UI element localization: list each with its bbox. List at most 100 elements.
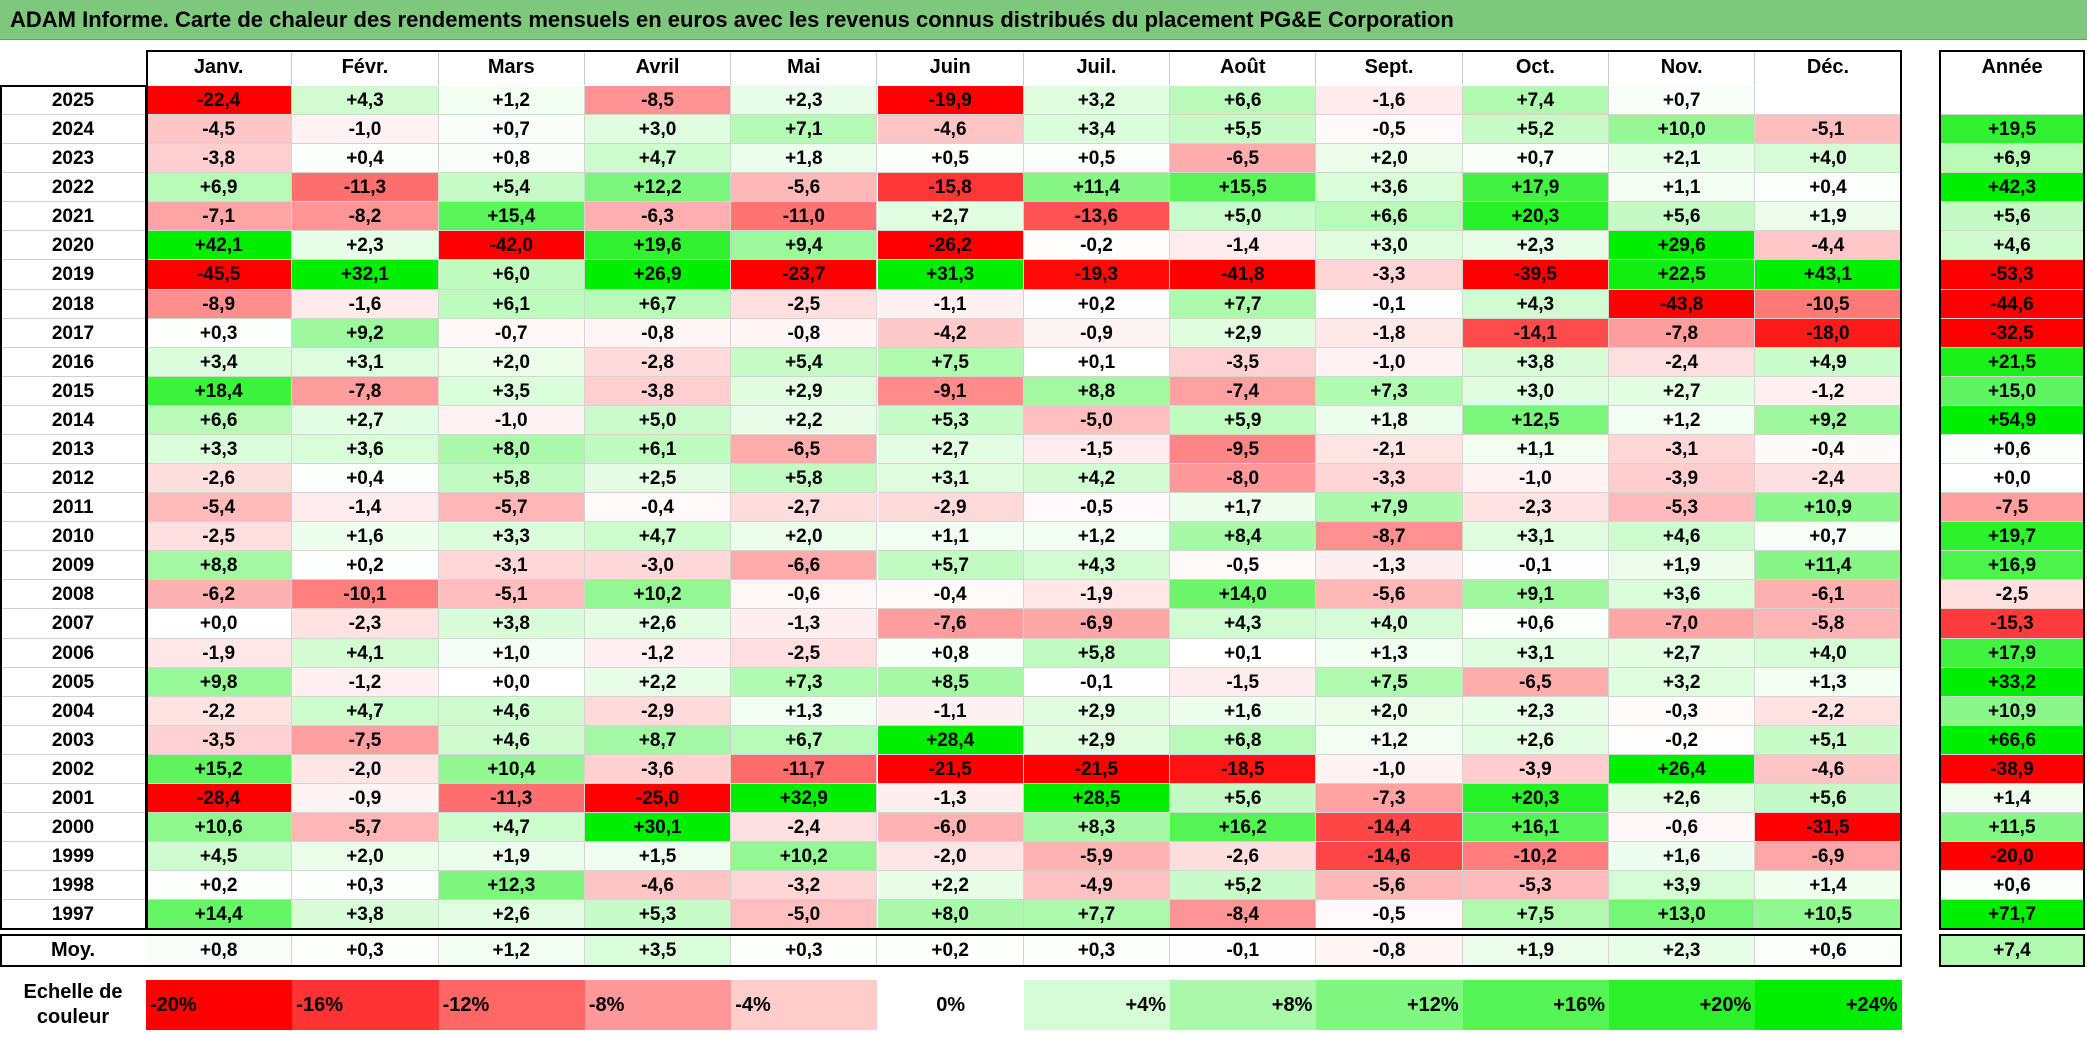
annual-cell: +0,6 [1939, 434, 2085, 465]
heatmap-cell: +5,7 [877, 551, 1024, 581]
heatmap-cell: -2,4 [731, 813, 878, 843]
column-header: Oct. [1463, 50, 1609, 85]
heatmap-cell: -4,4 [1755, 231, 1902, 261]
heatmap-cell: +1,5 [584, 842, 732, 872]
heatmap-cell: +4,7 [438, 813, 585, 843]
annual-cell: +16,9 [1939, 551, 2085, 581]
heatmap-cell: +2,2 [584, 667, 732, 697]
heatmap-cell: +5,4 [438, 173, 585, 203]
heatmap-cell: +10,5 [1755, 900, 1902, 930]
heatmap-cell: +5,0 [1170, 202, 1317, 232]
heatmap-cell: +2,2 [877, 871, 1024, 901]
heatmap-cell: -7,6 [877, 609, 1024, 639]
heatmap-cell: -1,2 [292, 667, 439, 697]
heatmap-cell: -0,4 [877, 580, 1024, 610]
heatmap-cell: -3,2 [731, 871, 878, 901]
heatmap-cell: +3,5 [438, 376, 585, 406]
heatmap-cell: -3,8 [584, 376, 732, 406]
heatmap-cell: -15,8 [877, 173, 1024, 203]
heatmap-cell: +8,8 [146, 551, 293, 581]
row-year-label: 2000 [0, 813, 146, 843]
heatmap-cell: +8,3 [1023, 813, 1171, 843]
heatmap-cell: -11,3 [438, 783, 585, 813]
heatmap-cell: +7,5 [1462, 900, 1609, 930]
heatmap-cell: +6,8 [1170, 725, 1317, 755]
heatmap-cell: +6,9 [146, 173, 293, 203]
heatmap-cell: +1,8 [1316, 405, 1463, 435]
heatmap-cell: +30,1 [584, 813, 732, 843]
column-header: Juil. [1024, 50, 1171, 85]
heatmap-cell: +43,1 [1755, 260, 1902, 290]
heatmap-cell: +8,0 [438, 434, 585, 465]
color-scale-swatch: +24% [1755, 980, 1902, 1031]
heatmap-cell: +3,3 [146, 434, 293, 465]
heatmap-cell: +3,6 [1316, 173, 1463, 203]
heatmap-cell: -8,5 [584, 86, 732, 116]
annual-cell: +66,6 [1939, 725, 2085, 755]
heatmap-cell: +2,0 [292, 842, 439, 872]
heatmap-cell: +1,9 [1609, 551, 1756, 581]
heatmap-cell: -5,6 [1316, 580, 1463, 610]
heatmap-cell: +20,3 [1462, 783, 1609, 813]
heatmap-cell: +4,3 [1462, 289, 1609, 319]
average-cell: +0,3 [731, 934, 878, 968]
heatmap-cell: +5,5 [1170, 115, 1317, 145]
heatmap-cell: +5,3 [584, 900, 732, 930]
annual-cell: -44,6 [1939, 289, 2085, 319]
heatmap-cell: +6,6 [146, 405, 293, 435]
heatmap-cell: -18,0 [1755, 318, 1902, 348]
color-scale-swatch: +8% [1170, 980, 1317, 1031]
heatmap-cell: +0,3 [146, 318, 293, 348]
row-year-label: 2021 [0, 202, 146, 232]
heatmap-cell: -6,0 [877, 813, 1024, 843]
heatmap-cell: +5,8 [438, 464, 585, 494]
heatmap-cell: +3,0 [1462, 376, 1609, 406]
heatmap-cell: -42,0 [438, 231, 585, 261]
heatmap-cell: -6,2 [146, 580, 293, 610]
heatmap-cell: -5,9 [1023, 842, 1171, 872]
annual-cell: -32,5 [1939, 318, 2085, 348]
heatmap-cell: +10,2 [731, 842, 878, 872]
average-cell: +0,2 [877, 934, 1024, 968]
heatmap-cell: -0,9 [1023, 318, 1171, 348]
row-year-label: 2012 [0, 464, 146, 494]
heatmap-cell: -18,5 [1170, 754, 1317, 784]
heatmap-cell: -3,3 [1316, 464, 1463, 494]
row-year-label: 2017 [0, 319, 146, 348]
heatmap-cell: +10,2 [584, 580, 732, 610]
average-cell: +2,3 [1609, 934, 1756, 968]
color-scale-swatch: -4% [731, 980, 878, 1031]
chart-title: ADAM Informe. Carte de chaleur des rende… [10, 7, 1454, 32]
heatmap-cell: +0,5 [1023, 144, 1171, 174]
heatmap-cell: -2,9 [584, 696, 732, 726]
heatmap-cell: +5,8 [1023, 638, 1171, 668]
annual-cell: +1,4 [1939, 783, 2085, 813]
column-header: Avril [585, 50, 732, 85]
heatmap-cell: +4,2 [1023, 464, 1171, 494]
heatmap-cell: +2,7 [1609, 638, 1756, 668]
heatmap-cell: -2,5 [146, 522, 293, 552]
heatmap-cell: +2,3 [731, 86, 878, 116]
heatmap-cell: -2,3 [1462, 493, 1609, 523]
heatmap-cell: +1,3 [1316, 638, 1463, 668]
heatmap-cell: -14,4 [1316, 813, 1463, 843]
annual-cell: -38,9 [1939, 754, 2085, 784]
heatmap-cell: +0,2 [292, 551, 439, 581]
heatmap-cell: +22,5 [1609, 260, 1756, 290]
column-header: Août [1170, 50, 1317, 85]
heatmap-cell: +1,7 [1170, 493, 1317, 523]
heatmap-cell: -26,2 [877, 231, 1024, 261]
heatmap-cell: +1,4 [1755, 871, 1902, 901]
heatmap-cell: +5,6 [1170, 783, 1317, 813]
heatmap-cell: -0,6 [1609, 813, 1756, 843]
heatmap-cell: -3,5 [1170, 347, 1317, 377]
heatmap-cell: -3,5 [146, 725, 293, 755]
heatmap-cell: -0,4 [584, 493, 732, 523]
heatmap-cell: -1,0 [1316, 754, 1463, 784]
heatmap-cell: +0,7 [1609, 86, 1756, 116]
annual-cell: +33,2 [1939, 667, 2085, 697]
annual-cell: -20,0 [1939, 842, 2085, 872]
heatmap-cell: +5,6 [1609, 202, 1756, 232]
heatmap-cell: -3,0 [584, 551, 732, 581]
average-cell: +0,6 [1755, 934, 1902, 968]
